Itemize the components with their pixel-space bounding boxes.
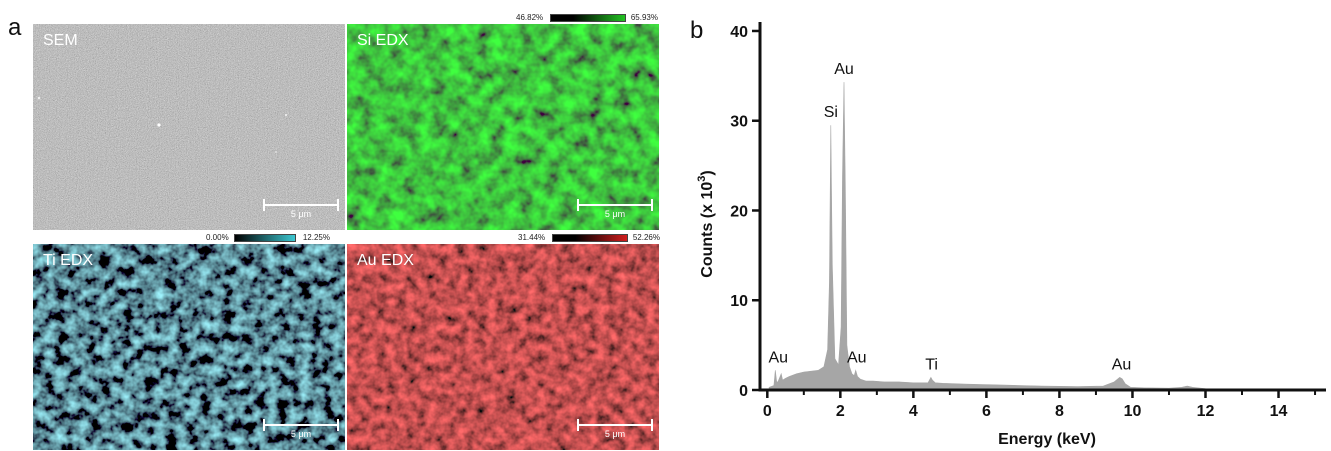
au-edx-texture — [347, 244, 659, 450]
peak-label-3: Au — [847, 349, 867, 366]
x-tick-label-5: 10 — [1124, 403, 1142, 420]
peak-label-1: Si — [824, 104, 838, 121]
si-scalebar: 5 μm — [577, 198, 653, 220]
peak-label-5: Au — [1112, 356, 1132, 373]
x-tick-label-7: 14 — [1270, 403, 1288, 420]
axes: 0 10 20 30 40 0 2 4 6 8 10 12 14 — [730, 22, 1326, 420]
peak-label-0: Au — [834, 61, 854, 78]
ti-colorbar-min: 0.00% — [206, 233, 229, 242]
ti-edx-title: Ti EDX — [43, 252, 94, 269]
si-scalebar-label: 5 μm — [604, 209, 626, 219]
si-edx-map: Si EDX 5 μm — [347, 24, 659, 230]
sem-scalebar: 5 μm — [263, 198, 339, 220]
au-scalebar-label: 5 μm — [604, 429, 626, 439]
ti-scalebar-label: 5 μm — [290, 429, 312, 439]
au-colorbar: 31.44% 52.26% — [518, 233, 660, 243]
au-colorbar-min: 31.44% — [518, 233, 546, 242]
spectrum-area-0 — [768, 82, 1326, 391]
si-colorbar-min: 46.82% — [516, 13, 544, 22]
ti-colorbar-max: 12.25% — [302, 233, 330, 242]
edx-spectrum-chart: b 0 10 20 30 40 0 2 4 6 8 10 12 14 Au Si Au Au Ti Au Ener… — [690, 17, 1326, 448]
ti-edx-map: Ti EDX 5 μm — [33, 244, 345, 450]
ti-scalebar: 5 μm — [263, 418, 339, 440]
sem-scalebar-label: 5 μm — [290, 209, 312, 219]
si-edx-title: Si EDX — [357, 32, 409, 49]
sem-map: SEM 5 μm — [33, 24, 345, 230]
y-tick-label-1: 10 — [730, 293, 748, 310]
panel-a-label: a — [8, 14, 22, 41]
ti-colorbar: 0.00% 12.25% — [206, 233, 330, 243]
x-tick-label-0: 0 — [763, 403, 772, 420]
y-tick-label-0: 0 — [739, 383, 748, 400]
si-colorbar-max: 65.93% — [630, 13, 658, 22]
x-tick-label-3: 6 — [982, 403, 991, 420]
peak-annotations: Au Si Au Au Ti Au — [768, 61, 1131, 373]
si-edx-texture — [347, 24, 659, 230]
au-scalebar: 5 μm — [577, 418, 653, 440]
plot-area — [768, 82, 1326, 391]
y-axis-label: Counts (x 103) — [696, 170, 716, 277]
x-axis-label: Energy (keV) — [998, 431, 1096, 448]
si-colorbar: 46.82% 65.93% — [516, 13, 658, 23]
y-tick-label-3: 30 — [730, 114, 748, 131]
peak-label-4: Ti — [925, 356, 938, 373]
x-tick-label-6: 12 — [1197, 403, 1215, 420]
x-tick-label-2: 4 — [909, 403, 918, 420]
x-tick-label-4: 8 — [1055, 403, 1064, 420]
au-edx-map: Au EDX 5 μm — [347, 244, 659, 450]
panel-b-label: b — [690, 17, 703, 44]
y-axis-label-superscript: 3 — [696, 176, 708, 182]
y-tick-label-4: 40 — [730, 24, 748, 41]
x-tick-label-1: 2 — [836, 403, 845, 420]
au-edx-title: Au EDX — [357, 252, 414, 269]
au-colorbar-max: 52.26% — [632, 233, 660, 242]
peak-label-2: Au — [768, 349, 788, 366]
sem-texture — [33, 24, 345, 230]
sem-map-title: SEM — [43, 32, 78, 49]
ti-edx-texture — [33, 244, 345, 450]
y-tick-label-2: 20 — [730, 203, 748, 220]
